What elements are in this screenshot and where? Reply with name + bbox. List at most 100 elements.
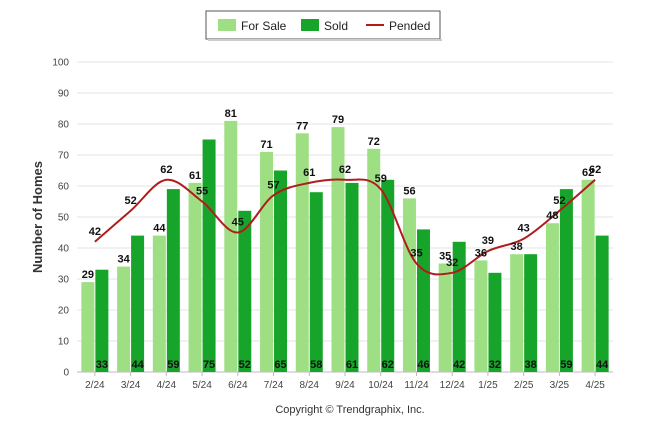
bar-sold bbox=[95, 269, 109, 372]
pended-value-label: 61 bbox=[303, 167, 315, 179]
for-sale-value-label: 61 bbox=[189, 170, 201, 182]
bar-sold bbox=[309, 192, 323, 372]
bar-sold bbox=[381, 179, 395, 372]
sold-value-label: 42 bbox=[453, 359, 465, 371]
pended-value-label: 52 bbox=[124, 195, 136, 207]
for-sale-value-label: 79 bbox=[332, 114, 344, 126]
x-tick-label: 6/24 bbox=[228, 380, 248, 391]
for-sale-value-label: 44 bbox=[153, 223, 166, 235]
x-tick-label: 1/25 bbox=[478, 380, 498, 391]
x-tick-label: 7/24 bbox=[264, 380, 284, 391]
pended-value-label: 45 bbox=[232, 217, 244, 229]
x-tick-label: 3/24 bbox=[121, 380, 141, 391]
x-tick-label: 10/24 bbox=[368, 380, 393, 391]
bar-sold bbox=[166, 189, 180, 372]
sold-value-label: 44 bbox=[596, 359, 609, 371]
sold-value-label: 33 bbox=[96, 359, 108, 371]
x-tick-label: 9/24 bbox=[335, 380, 355, 391]
y-axis-ticks: 0 10 20 30 40 50 60 70 80 90 100 bbox=[52, 58, 69, 379]
bars bbox=[81, 120, 609, 373]
for-sale-value-label: 34 bbox=[117, 254, 130, 266]
bar-sold bbox=[202, 139, 216, 372]
for-sale-value-label: 38 bbox=[511, 241, 523, 253]
pended-value-label: 52 bbox=[553, 195, 565, 207]
for-sale-value-label: 35 bbox=[439, 251, 451, 263]
bar-for-sale bbox=[510, 254, 524, 372]
pended-value-label: 57 bbox=[267, 179, 279, 191]
pended-value-label: 62 bbox=[339, 164, 351, 176]
y-axis-label: Number of Homes bbox=[30, 161, 45, 273]
for-sale-value-label: 81 bbox=[225, 108, 237, 120]
bar-for-sale bbox=[81, 282, 95, 372]
for-sale-value-label: 36 bbox=[475, 247, 487, 259]
x-tick-label: 8/24 bbox=[300, 380, 320, 391]
pended-line bbox=[94, 178, 596, 276]
pended-value-label: 42 bbox=[89, 226, 101, 238]
legend: For Sale Sold Pended bbox=[205, 10, 442, 41]
y-tick-label: 10 bbox=[58, 337, 70, 348]
y-tick-label: 60 bbox=[58, 182, 70, 193]
bar-sold bbox=[488, 272, 502, 372]
bar-sold bbox=[416, 229, 430, 372]
sold-value-label: 65 bbox=[274, 359, 286, 371]
bar-sold bbox=[131, 235, 145, 372]
copyright-text: Copyright © Trendgraphix, Inc. bbox=[275, 404, 424, 416]
legend-label-sold: Sold bbox=[324, 19, 348, 33]
pended-value-label: 55 bbox=[196, 186, 208, 198]
y-tick-label: 50 bbox=[58, 213, 70, 224]
bar-for-sale bbox=[117, 266, 131, 372]
legend-swatch-for-sale bbox=[218, 19, 236, 31]
x-axis-ticks: 2/24 3/24 4/24 5/24 6/24 7/24 8/24 9/24 10/24 11/… bbox=[85, 372, 605, 391]
y-tick-label: 0 bbox=[63, 368, 69, 379]
pended-value-label: 62 bbox=[589, 164, 601, 176]
pended-value-label: 62 bbox=[160, 164, 172, 176]
sold-value-label: 58 bbox=[310, 359, 322, 371]
bar-for-sale bbox=[188, 182, 202, 372]
pended-value-label: 43 bbox=[518, 223, 530, 235]
bar-for-sale bbox=[152, 235, 166, 372]
sold-value-label: 52 bbox=[239, 359, 251, 371]
data-labels: 29 34 44 61 81 71 77 79 72 56 35 36 38 48 62 42 52 62 55 45… bbox=[82, 108, 602, 281]
x-tick-label: 3/25 bbox=[550, 380, 570, 391]
bar-for-sale bbox=[224, 120, 238, 373]
sold-value-label: 59 bbox=[560, 359, 572, 371]
bar-sold bbox=[595, 235, 609, 372]
bar-for-sale bbox=[438, 263, 452, 372]
y-tick-label: 40 bbox=[58, 244, 70, 255]
bar-sold bbox=[524, 254, 538, 372]
bar-for-sale bbox=[581, 179, 595, 372]
y-tick-label: 90 bbox=[58, 89, 70, 100]
y-tick-label: 20 bbox=[58, 306, 70, 317]
sold-inner-labels: 33 44 59 75 52 65 58 61 62 46 42 32 38 59 44 bbox=[96, 359, 609, 371]
bar-for-sale bbox=[367, 148, 381, 372]
x-tick-label: 12/24 bbox=[440, 380, 465, 391]
legend-label-for-sale: For Sale bbox=[241, 19, 287, 33]
sold-value-label: 46 bbox=[417, 359, 429, 371]
for-sale-value-label: 71 bbox=[260, 139, 272, 151]
y-tick-label: 100 bbox=[52, 58, 69, 69]
bar-for-sale bbox=[331, 127, 345, 372]
y-tick-label: 70 bbox=[58, 151, 70, 162]
x-tick-label: 4/24 bbox=[157, 380, 177, 391]
bar-for-sale bbox=[474, 260, 488, 372]
pended-value-label: 32 bbox=[446, 257, 458, 269]
legend-box bbox=[205, 10, 441, 40]
for-sale-value-label: 48 bbox=[546, 210, 558, 222]
sold-value-label: 62 bbox=[382, 359, 394, 371]
pended-line-group bbox=[94, 178, 596, 276]
legend-swatch-sold bbox=[301, 19, 319, 31]
pended-value-label: 39 bbox=[482, 235, 494, 247]
sold-value-label: 75 bbox=[203, 359, 215, 371]
sold-value-label: 61 bbox=[346, 359, 358, 371]
for-sale-value-label: 29 bbox=[82, 269, 94, 281]
sold-value-label: 32 bbox=[489, 359, 501, 371]
bar-sold bbox=[559, 189, 573, 372]
bar-sold bbox=[452, 241, 466, 372]
bar-sold bbox=[238, 210, 252, 372]
legend-label-pended: Pended bbox=[389, 19, 430, 33]
x-tick-label: 11/24 bbox=[404, 380, 429, 391]
for-sale-value-label: 72 bbox=[368, 136, 380, 148]
bar-for-sale bbox=[295, 133, 309, 372]
sold-value-label: 38 bbox=[525, 359, 537, 371]
